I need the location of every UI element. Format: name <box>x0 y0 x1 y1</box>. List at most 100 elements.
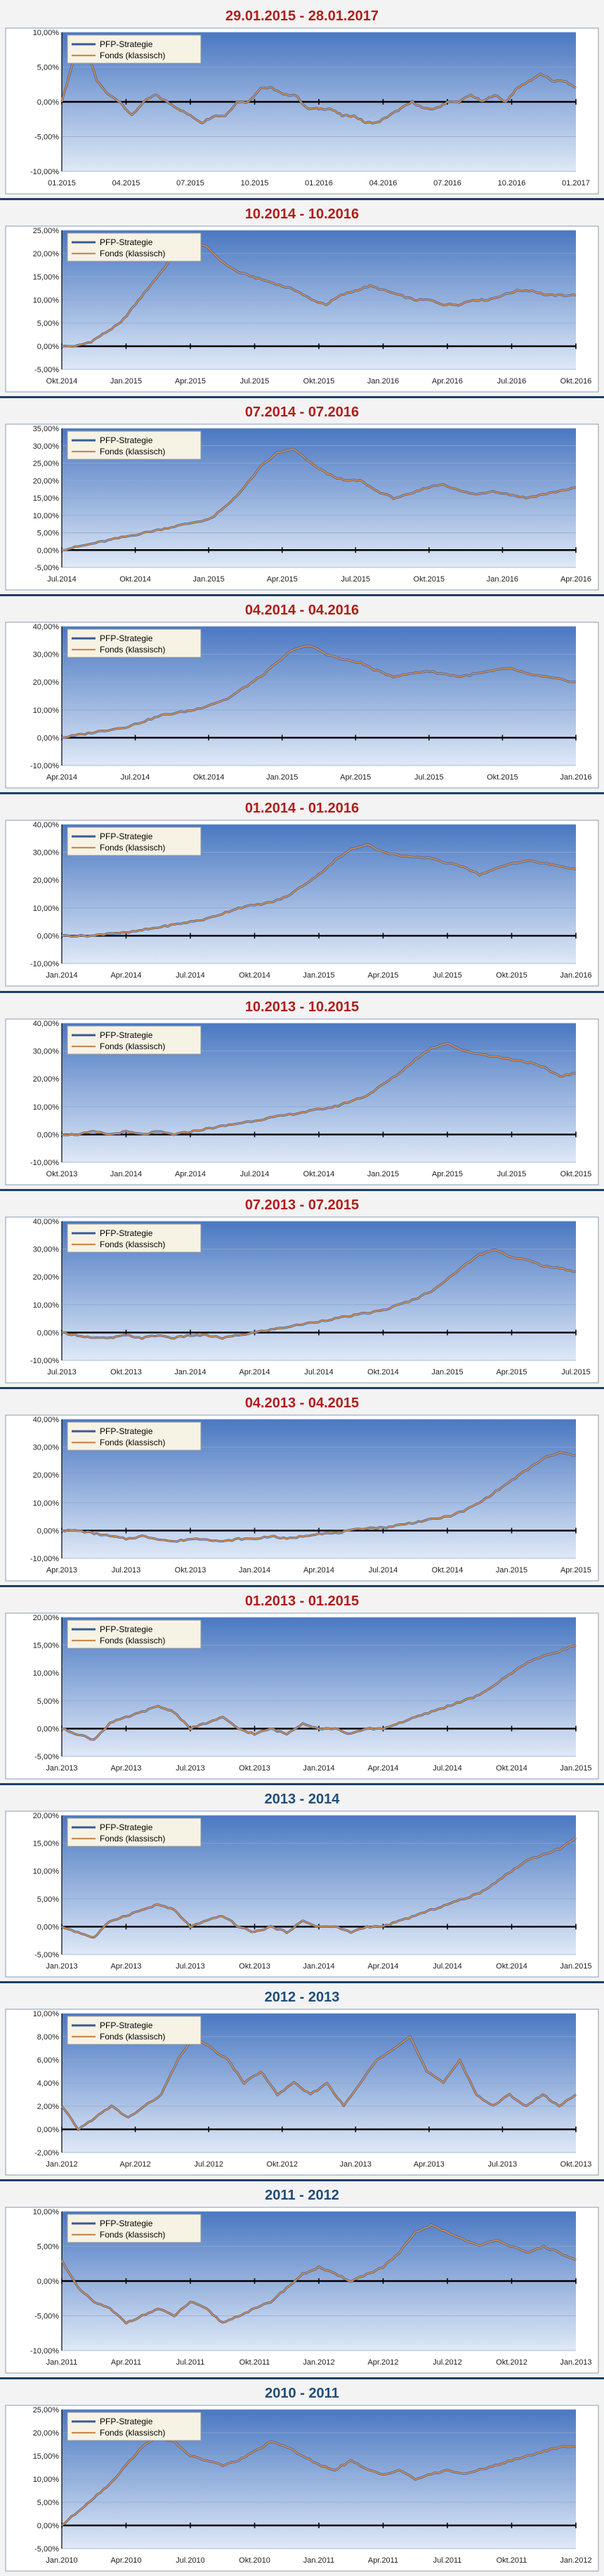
x-tick-label: Jul.2014 <box>433 1764 462 1773</box>
x-tick-label: Apr.2014 <box>175 1170 206 1178</box>
legend-label: Fonds (klassisch) <box>100 2032 165 2042</box>
x-tick-label: Jul.2014 <box>304 1368 334 1376</box>
chart-title: 2012 - 2013 <box>264 1990 340 2005</box>
x-tick-label: Jul.2012 <box>433 2358 462 2367</box>
y-tick-label: 0,00% <box>37 1527 59 1535</box>
y-tick-label: 5,00% <box>37 530 59 538</box>
y-tick-label: 30,00% <box>33 1443 60 1452</box>
y-tick-label: 10,00% <box>33 1301 60 1309</box>
y-tick-label: 30,00% <box>33 1047 60 1056</box>
x-tick-label: Jan.2015 <box>266 773 298 782</box>
y-tick-label: 10,00% <box>33 1867 60 1876</box>
y-tick-label: -5,00% <box>34 2545 59 2554</box>
line-chart: -10,00% 0,00% 10,00% 20,00% 30,00% 40,00% Jul.… <box>5 1216 599 1384</box>
legend <box>67 2214 202 2243</box>
x-tick-label: Jul.2016 <box>497 377 527 386</box>
legend <box>67 232 202 262</box>
chart-title: 07.2014 - 07.2016 <box>244 405 360 421</box>
x-tick-label: Jan.2015 <box>110 377 142 386</box>
x-tick-label: 01.2015 <box>48 179 76 188</box>
series-line-fonds <box>61 2035 577 2131</box>
panel-separator <box>0 2377 604 2380</box>
line-chart: -10,00% -5,00% 0,00% 5,00% 10,00% Jan.2011 Apr… <box>5 2207 599 2374</box>
y-tick-label: 20,00% <box>33 877 60 886</box>
legend-label: Fonds (klassisch) <box>100 2428 165 2438</box>
y-tick-label: -10,00% <box>30 1357 59 1365</box>
legend <box>67 1025 202 1054</box>
chart-panel: 07.2013 - 07.2015 -10,00% 0,00% 10,00% 20,00… <box>0 1188 604 1387</box>
legend <box>67 827 202 856</box>
x-tick-label: Okt.2014 <box>46 377 78 386</box>
chart-title: 10.2014 - 10.2016 <box>244 206 360 223</box>
chart-panel: 2011 - 2012 -10,00% -5,00% 0,00% 5,00% 10,00%… <box>0 2179 604 2377</box>
x-tick-label: Jan.2011 <box>303 2556 334 2565</box>
chart-title: 07.2013 - 07.2015 <box>244 1197 360 1213</box>
chart-panel: 10.2013 - 10.2015 -10,00% 0,00% 10,00% 20,00… <box>0 990 604 1189</box>
y-tick-label: 10,00% <box>33 296 60 305</box>
y-tick-label: 20,00% <box>33 250 60 258</box>
y-tick-label: 10,00% <box>33 2010 60 2018</box>
legend-label: PFP-Strategie <box>100 1030 153 1040</box>
panel-separator <box>0 396 604 399</box>
y-tick-label: 30,00% <box>33 651 60 659</box>
y-tick-label: 5,00% <box>37 1895 59 1904</box>
x-tick-label: Okt.2013 <box>239 1764 270 1773</box>
y-tick-label: 20,00% <box>33 477 60 485</box>
x-tick-label: Jul.2013 <box>488 2160 518 2169</box>
y-tick-label: -2,00% <box>34 2149 59 2157</box>
x-tick-label: Okt.2011 <box>497 2556 527 2565</box>
y-tick-label: 15,00% <box>33 1839 60 1848</box>
line-chart: -10,00% -5,00% 0,00% 5,00% 10,00% 01.2015 04.2… <box>5 27 599 195</box>
x-tick-label: Okt.2015 <box>496 971 527 980</box>
x-tick-label: Okt.2014 <box>496 1962 527 1971</box>
y-tick-label: 25,00% <box>33 2406 60 2414</box>
x-tick-label: Apr.2016 <box>560 575 591 584</box>
y-tick-label: 40,00% <box>33 821 60 829</box>
x-tick-label: Apr.2015 <box>267 575 298 584</box>
x-tick-label: Okt.2013 <box>110 1368 142 1376</box>
y-tick-label: 20,00% <box>33 1075 60 1084</box>
panel-separator <box>0 1188 604 1191</box>
series-line-fonds <box>61 1042 577 1136</box>
series-line-fonds <box>62 448 577 551</box>
legend-label: PFP-Strategie <box>100 2219 153 2228</box>
panel-separator <box>0 792 604 795</box>
x-tick-label: Jan.2015 <box>560 1962 591 1971</box>
legend-label: PFP-Strategie <box>100 237 153 247</box>
legend <box>67 1818 202 1847</box>
chart-title: 04.2014 - 04.2016 <box>244 603 360 619</box>
legend-label: PFP-Strategie <box>100 39 153 49</box>
x-tick-label: Jul.2014 <box>47 575 77 584</box>
x-tick-label: Okt.2012 <box>496 2358 527 2367</box>
panel-separator <box>0 1981 604 1983</box>
legend <box>67 629 202 658</box>
x-tick-label: Jan.2016 <box>367 377 399 386</box>
y-tick-label: 20,00% <box>33 1471 60 1480</box>
y-tick-label: 35,00% <box>33 425 60 433</box>
legend-label: Fonds (klassisch) <box>100 1041 165 1051</box>
x-tick-label: Okt.2013 <box>46 1170 78 1178</box>
legend <box>67 34 202 64</box>
x-tick-label: Okt.2010 <box>239 2556 270 2565</box>
legend-label: PFP-Strategie <box>100 2417 153 2426</box>
x-tick-label: Apr.2010 <box>110 2556 141 2565</box>
legend-label: Fonds (klassisch) <box>100 2230 165 2240</box>
y-tick-label: 40,00% <box>33 623 60 631</box>
y-tick-label: 20,00% <box>33 1273 60 1282</box>
x-tick-label: Okt.2014 <box>239 971 270 980</box>
chart-title: 2013 - 2014 <box>264 1791 340 1807</box>
panel-separator <box>0 1386 604 1389</box>
x-tick-label: Jul.2012 <box>194 2160 223 2169</box>
x-tick-label: Apr.2013 <box>110 1764 141 1773</box>
line-chart: -5,00% 0,00% 5,00% 10,00% 15,00% 20,00% Jan.20… <box>5 1612 599 1780</box>
legend <box>67 1619 202 1649</box>
legend-label: PFP-Strategie <box>100 1624 153 1634</box>
x-tick-label: Apr.2014 <box>367 1962 398 1971</box>
legend-label: Fonds (klassisch) <box>100 1240 165 1249</box>
y-tick-label: 5,00% <box>37 2243 59 2252</box>
x-tick-label: Apr.2015 <box>560 1566 591 1575</box>
legend <box>67 1421 202 1451</box>
x-tick-label: Apr.2013 <box>46 1566 77 1575</box>
panel-separator <box>0 1584 604 1587</box>
